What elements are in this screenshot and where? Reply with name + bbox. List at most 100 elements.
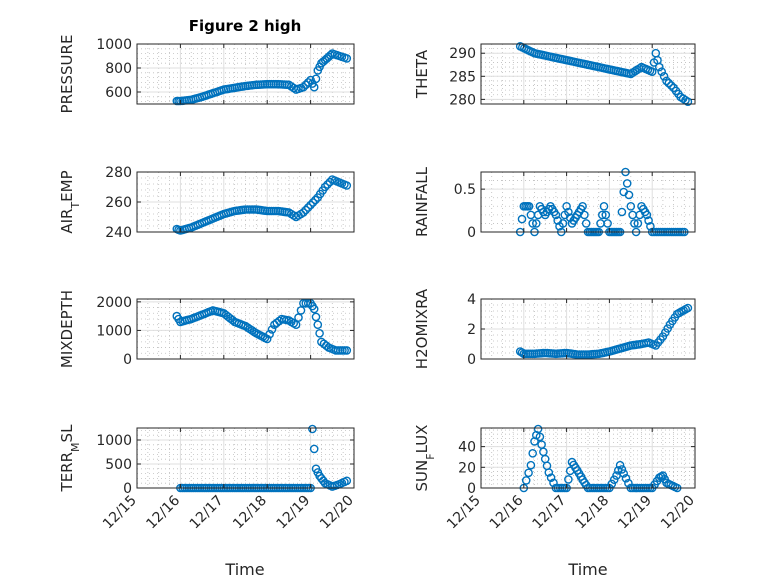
data-point [539, 447, 548, 457]
x-tick-label: 12/15 [444, 493, 484, 533]
x-axis-label-left: Time [224, 560, 264, 579]
data-point [624, 190, 634, 200]
data-point [599, 201, 609, 211]
data-point [303, 203, 313, 212]
data-point [532, 219, 541, 228]
data-point [626, 69, 636, 79]
x-axis-label-right: Time [567, 560, 607, 579]
data-point [262, 334, 272, 344]
data-point [626, 201, 636, 211]
x-tick-label: 12/20 [317, 493, 357, 533]
y-axis-label: RAINFALL [413, 166, 431, 237]
data-point [306, 200, 315, 210]
subplot-8: 0 20 40 12/15 12/16 12/17 12/18 12/19 12/20 SUNFL… [413, 425, 698, 533]
data-point [311, 74, 321, 84]
data-point [609, 475, 619, 485]
data-point [549, 478, 558, 488]
data-point [564, 475, 573, 484]
y-tick-label: 0 [467, 481, 476, 497]
data-point [655, 62, 664, 72]
data-point [533, 424, 543, 434]
data-point [664, 78, 674, 88]
x-tick-label: 12/19 [274, 493, 314, 533]
data-point [624, 478, 633, 488]
data-point [524, 468, 533, 478]
y-tick-label: 0 [467, 225, 476, 241]
data-point [621, 473, 631, 483]
data-point [342, 54, 352, 63]
y-tick-label: 0 [123, 352, 132, 368]
y-tick-label: 1000 [96, 433, 132, 449]
y-tick-label: 20 [458, 460, 476, 476]
y-tick-label: 260 [105, 195, 132, 211]
data-point [622, 179, 632, 188]
y-axis-label: SUNFLUX [413, 425, 437, 492]
data-point [558, 219, 568, 228]
data-point [308, 198, 318, 207]
y-tick-label: 280 [105, 165, 132, 181]
axes-frame [480, 171, 696, 233]
data-point [311, 312, 321, 322]
data-point [603, 219, 612, 228]
data-point [617, 465, 627, 474]
data-point [617, 207, 627, 217]
data-point [323, 180, 332, 189]
data-point [313, 320, 323, 330]
data-point [521, 476, 531, 485]
data-point [633, 219, 643, 228]
y-tick-label: 800 [105, 61, 132, 77]
data-point [517, 214, 527, 224]
data-point [535, 432, 545, 442]
data-point [619, 469, 629, 478]
data-point [299, 82, 308, 92]
data-point [630, 219, 639, 228]
data-point [647, 67, 657, 76]
figure-title: Figure 2 high [189, 17, 302, 35]
subplot-2: 280 285 290 THETA [413, 42, 696, 108]
y-tick-label: 0.5 [454, 182, 476, 198]
data-point [228, 315, 237, 325]
data-point [342, 181, 352, 190]
data-point [662, 76, 671, 86]
data-point [615, 460, 625, 470]
data-point [628, 210, 637, 220]
data-point [309, 304, 319, 314]
x-tick-label: 12/17 [187, 493, 227, 533]
y-tick-label: 2 [467, 322, 476, 338]
data-point [303, 78, 313, 87]
y-axis-label: H2OMIXRA [413, 288, 431, 369]
axes-frame [136, 298, 355, 360]
subplot-6: 0 2 4 H2OMIXRA [413, 288, 696, 369]
y-tick-label: 0 [123, 481, 132, 497]
data-point [598, 210, 607, 220]
subplot-5: 0 1000 2000 MIXDEPTH [58, 290, 355, 368]
x-tick-label: 12/19 [615, 493, 655, 533]
x-tick-label: 12/17 [530, 493, 570, 533]
data-point [526, 460, 536, 470]
data-point [666, 81, 676, 90]
subplot-4: 0 0.5 RAINFALL [413, 166, 696, 241]
data-point [311, 195, 320, 205]
data-point [580, 210, 589, 220]
subplot-1: 600 800 1000 PRESSURE [58, 35, 355, 113]
data-point [562, 201, 571, 211]
y-tick-label: 285 [449, 69, 476, 85]
data-point [683, 303, 693, 313]
x-tick-label: 12/15 [100, 493, 140, 533]
data-point [299, 208, 308, 217]
y-tick-label: 290 [449, 46, 476, 62]
data-point [544, 468, 554, 477]
data-point [646, 221, 655, 231]
y-tick-label: 1000 [96, 37, 132, 53]
data-point [528, 219, 538, 228]
data-point [342, 346, 352, 355]
data-point [546, 473, 556, 483]
data-point [551, 210, 561, 220]
data-point [528, 448, 538, 458]
data-point [267, 325, 277, 334]
data-point [309, 444, 319, 454]
data-point [581, 219, 591, 228]
data-point [601, 210, 611, 220]
